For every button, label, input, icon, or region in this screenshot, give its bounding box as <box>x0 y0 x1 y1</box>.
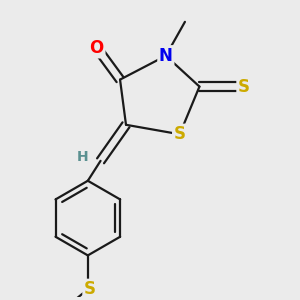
Text: S: S <box>238 78 250 96</box>
Text: S: S <box>174 125 186 143</box>
Text: O: O <box>90 39 104 57</box>
Text: S: S <box>84 280 96 298</box>
Text: H: H <box>77 150 88 164</box>
Text: N: N <box>159 47 173 65</box>
